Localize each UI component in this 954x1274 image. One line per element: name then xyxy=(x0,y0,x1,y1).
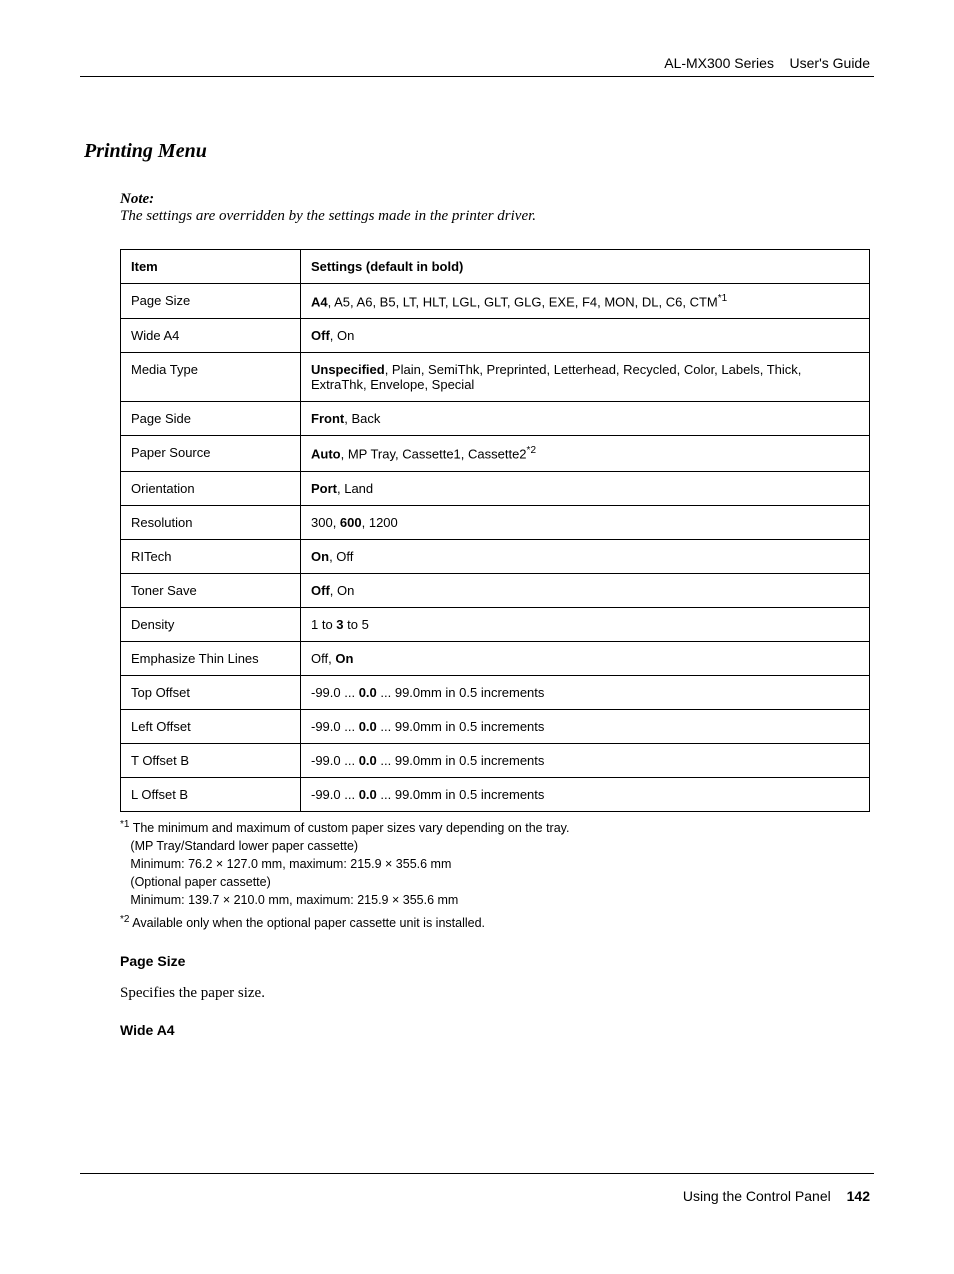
table-cell-item: Paper Source xyxy=(121,436,301,471)
footnote-line: Minimum: 76.2 × 127.0 mm, maximum: 215.9… xyxy=(130,857,451,871)
table-cell-item: Page Size xyxy=(121,284,301,319)
footnote-line: Minimum: 139.7 × 210.0 mm, maximum: 215.… xyxy=(130,893,458,907)
table-cell-settings: -99.0 ... 0.0 ... 99.0mm in 0.5 incremen… xyxy=(301,675,870,709)
table-cell-settings: Port, Land xyxy=(301,471,870,505)
table-cell-item: Orientation xyxy=(121,471,301,505)
footer-divider xyxy=(80,1173,874,1174)
table-row: Media TypeUnspecified, Plain, SemiThk, P… xyxy=(121,353,870,402)
table-row: Emphasize Thin LinesOff, On xyxy=(121,641,870,675)
table-row: Toner SaveOff, On xyxy=(121,573,870,607)
table-cell-item: Wide A4 xyxy=(121,319,301,353)
table-cell-settings: Unspecified, Plain, SemiThk, Preprinted,… xyxy=(301,353,870,402)
subheading-wide-a4: Wide A4 xyxy=(120,1022,870,1038)
header-divider xyxy=(80,76,874,77)
table-row: Page SideFront, Back xyxy=(121,402,870,436)
body-text-page-size: Specifies the paper size. xyxy=(120,985,870,1002)
footer-page-number: 142 xyxy=(847,1188,870,1204)
footnote-line: Available only when the optional paper c… xyxy=(132,917,485,931)
table-row: Wide A4Off, On xyxy=(121,319,870,353)
table-header-row: Item Settings (default in bold) xyxy=(121,250,870,284)
footnote-marker: *1 xyxy=(120,819,129,830)
table-cell-item: Resolution xyxy=(121,505,301,539)
footnote-line: (Optional paper cassette) xyxy=(130,875,270,889)
table-cell-settings: 1 to 3 to 5 xyxy=(301,607,870,641)
col-header-item: Item xyxy=(121,250,301,284)
table-row: RITechOn, Off xyxy=(121,539,870,573)
table-cell-settings: Off, On xyxy=(301,573,870,607)
subheading-page-size: Page Size xyxy=(120,953,870,969)
section-title: Printing Menu xyxy=(84,140,870,163)
footnote-line: (MP Tray/Standard lower paper cassette) xyxy=(130,839,358,853)
table-cell-item: Media Type xyxy=(121,353,301,402)
table-cell-settings: A4, A5, A6, B5, LT, HLT, LGL, GLT, GLG, … xyxy=(301,284,870,319)
note-label: Note: xyxy=(120,191,870,208)
footer: Using the Control Panel 142 xyxy=(683,1188,870,1204)
table-cell-settings: On, Off xyxy=(301,539,870,573)
footnote: *2 Available only when the optional pape… xyxy=(120,913,870,932)
table-cell-settings: Off, On xyxy=(301,319,870,353)
table-row: Top Offset-99.0 ... 0.0 ... 99.0mm in 0.… xyxy=(121,675,870,709)
footnote: *1 The minimum and maximum of custom pap… xyxy=(120,818,870,910)
product-name: AL-MX300 Series xyxy=(664,55,774,71)
table-cell-item: Page Side xyxy=(121,402,301,436)
table-row: Page SizeA4, A5, A6, B5, LT, HLT, LGL, G… xyxy=(121,284,870,319)
guide-name: User's Guide xyxy=(790,55,870,71)
table-row: Density1 to 3 to 5 xyxy=(121,607,870,641)
table-cell-item: Top Offset xyxy=(121,675,301,709)
footnote-line: The minimum and maximum of custom paper … xyxy=(133,821,570,835)
table-cell-settings: -99.0 ... 0.0 ... 99.0mm in 0.5 incremen… xyxy=(301,743,870,777)
table-cell-item: Density xyxy=(121,607,301,641)
table-row: OrientationPort, Land xyxy=(121,471,870,505)
table-cell-item: Left Offset xyxy=(121,709,301,743)
table-cell-settings: -99.0 ... 0.0 ... 99.0mm in 0.5 incremen… xyxy=(301,777,870,811)
table-cell-item: RITech xyxy=(121,539,301,573)
table-cell-item: T Offset B xyxy=(121,743,301,777)
table-cell-item: L Offset B xyxy=(121,777,301,811)
table-cell-item: Toner Save xyxy=(121,573,301,607)
table-cell-item: Emphasize Thin Lines xyxy=(121,641,301,675)
table-cell-settings: Off, On xyxy=(301,641,870,675)
table-row: Left Offset-99.0 ... 0.0 ... 99.0mm in 0… xyxy=(121,709,870,743)
table-cell-settings: -99.0 ... 0.0 ... 99.0mm in 0.5 incremen… xyxy=(301,709,870,743)
footer-chapter: Using the Control Panel xyxy=(683,1188,831,1204)
footnote-marker: *2 xyxy=(120,914,129,925)
note-text: The settings are overridden by the setti… xyxy=(120,208,870,225)
settings-table: Item Settings (default in bold) Page Siz… xyxy=(120,249,870,812)
table-cell-settings: Front, Back xyxy=(301,402,870,436)
header-text: AL-MX300 Series User's Guide xyxy=(664,55,870,71)
page-content: Printing Menu Note: The settings are ove… xyxy=(84,140,870,1038)
table-row: Paper SourceAuto, MP Tray, Cassette1, Ca… xyxy=(121,436,870,471)
table-cell-settings: Auto, MP Tray, Cassette1, Cassette2*2 xyxy=(301,436,870,471)
col-header-settings: Settings (default in bold) xyxy=(301,250,870,284)
footnotes: *1 The minimum and maximum of custom pap… xyxy=(120,818,870,933)
table-row: L Offset B-99.0 ... 0.0 ... 99.0mm in 0.… xyxy=(121,777,870,811)
table-row: T Offset B-99.0 ... 0.0 ... 99.0mm in 0.… xyxy=(121,743,870,777)
table-cell-settings: 300, 600, 1200 xyxy=(301,505,870,539)
table-row: Resolution300, 600, 1200 xyxy=(121,505,870,539)
